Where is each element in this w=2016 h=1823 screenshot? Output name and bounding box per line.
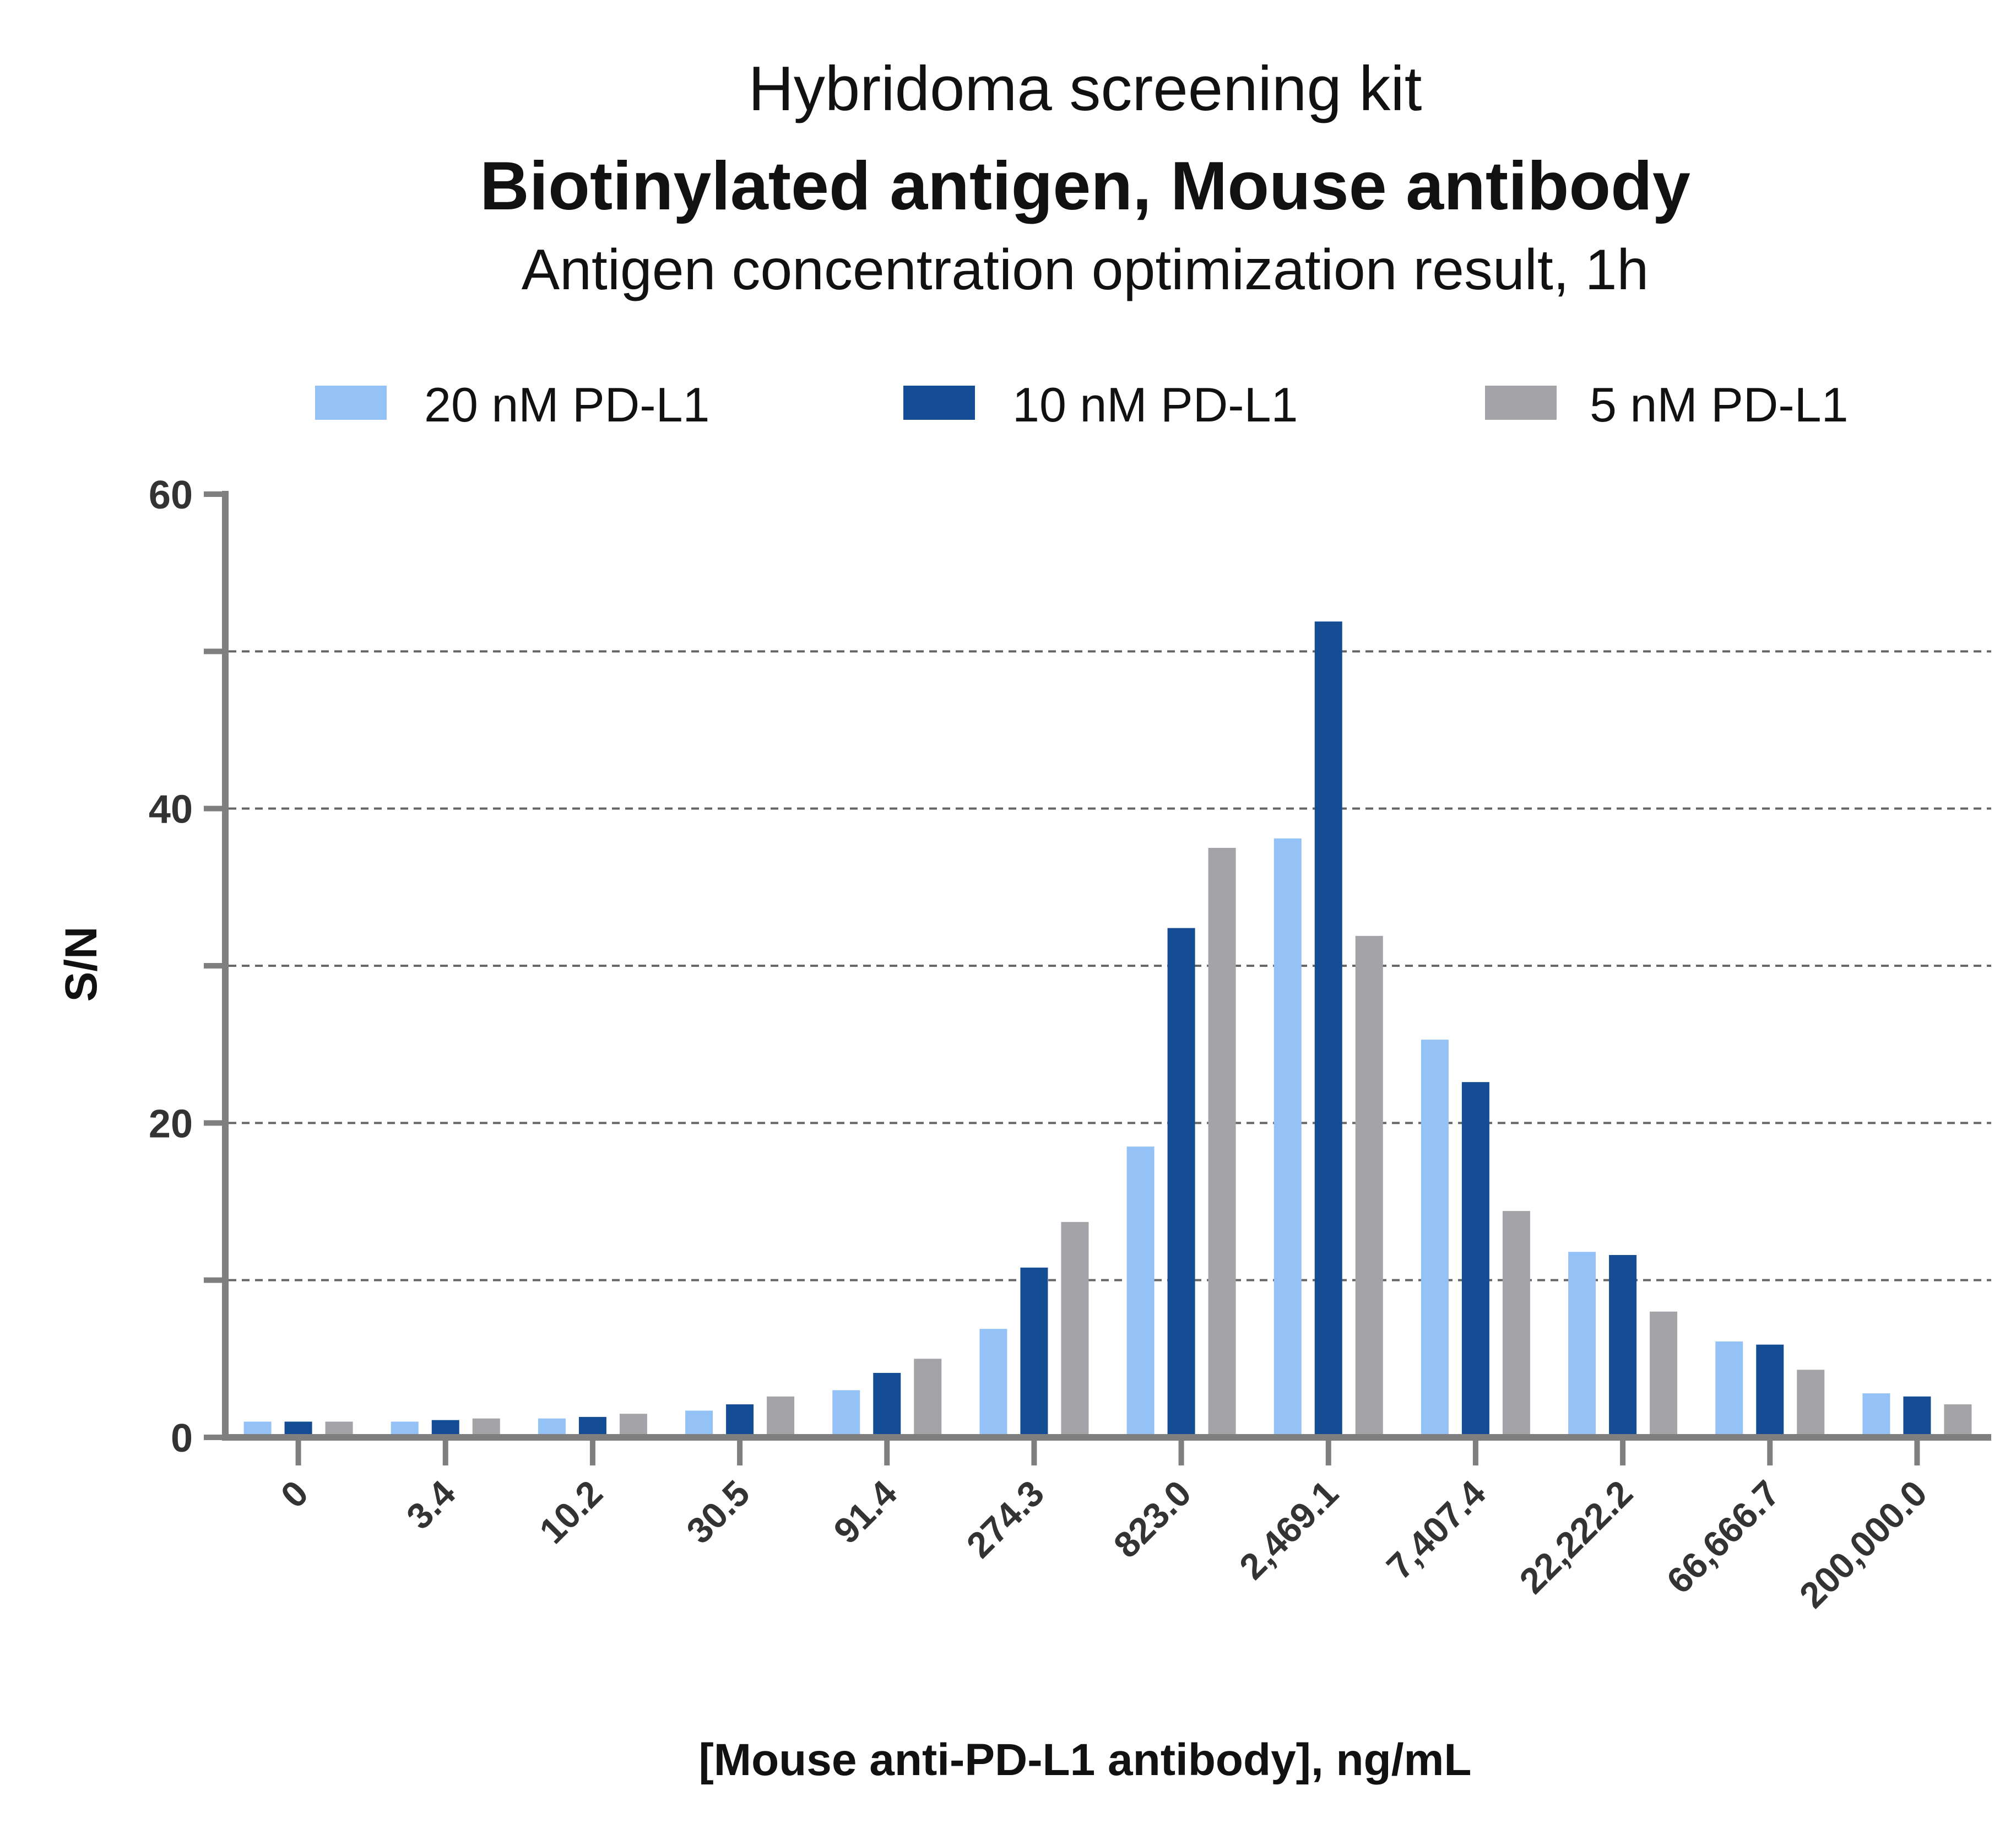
y-tick-label-20: 20 bbox=[149, 1102, 193, 1146]
bar-10nm-0 bbox=[284, 1421, 312, 1434]
x-tick-label-10-2: 10.2 bbox=[532, 1473, 610, 1551]
bar-20nm-7-407-4 bbox=[1421, 1040, 1449, 1434]
x-tick-label-274-3: 274.3 bbox=[958, 1473, 1052, 1566]
legend-label-5nm: 5 nM PD-L1 bbox=[1590, 377, 1849, 432]
chart-title: Hybridoma screening kit bbox=[749, 54, 1422, 124]
bar-5nm-200-000-0 bbox=[1944, 1404, 1972, 1434]
gridlines bbox=[229, 650, 1991, 1281]
bar-5nm-30-5 bbox=[767, 1396, 795, 1434]
bar-20nm-3-4 bbox=[391, 1421, 419, 1434]
bar-5nm-66-666-7 bbox=[1797, 1370, 1825, 1434]
x-tick-label-91-4: 91.4 bbox=[826, 1472, 904, 1551]
bar-20nm-10-2 bbox=[538, 1418, 566, 1434]
bar-10nm-91-4 bbox=[873, 1373, 901, 1434]
x-tick-label-30-5: 30.5 bbox=[679, 1473, 757, 1551]
legend-swatch-10nm bbox=[903, 386, 975, 420]
bar-5nm-823-0 bbox=[1208, 848, 1236, 1434]
x-axis-title: [Mouse anti-PD-L1 antibody], ng/mL bbox=[698, 1735, 1471, 1785]
bar-10nm-7-407-4 bbox=[1461, 1082, 1489, 1434]
y-tick-label-40: 40 bbox=[149, 788, 193, 832]
legend-label-20nm: 20 nM PD-L1 bbox=[424, 377, 709, 432]
bar-10nm-823-0 bbox=[1167, 928, 1195, 1434]
bar-10nm-10-2 bbox=[578, 1416, 606, 1434]
bar-5nm-7-407-4 bbox=[1502, 1211, 1530, 1434]
bar-10nm-200-000-0 bbox=[1903, 1396, 1931, 1434]
bar-20nm-91-4 bbox=[832, 1390, 860, 1434]
y-ticks: 0 20 40 60 bbox=[149, 473, 225, 1460]
x-tick-label-3-4: 3.4 bbox=[398, 1472, 463, 1537]
bar-10nm-274-3 bbox=[1020, 1267, 1048, 1434]
bar-5nm-0 bbox=[325, 1421, 353, 1434]
x-tick-label-2-469-1: 2,469.1 bbox=[1232, 1473, 1346, 1587]
bar-5nm-274-3 bbox=[1061, 1222, 1089, 1434]
bar-10nm-66-666-7 bbox=[1756, 1344, 1784, 1434]
x-ticks: 0 3.4 10.2 30.5 91.4 274.3 823.0 2,469.1 7,407.4… bbox=[273, 1437, 1934, 1616]
y-tick-label-0: 0 bbox=[171, 1416, 193, 1460]
x-tick-label-823-0: 823.0 bbox=[1105, 1473, 1199, 1566]
bar-20nm-2-469-1 bbox=[1273, 838, 1302, 1434]
bar-10nm-3-4 bbox=[431, 1420, 459, 1434]
bar-20nm-30-5 bbox=[685, 1410, 713, 1434]
bar-20nm-823-0 bbox=[1126, 1146, 1155, 1434]
bar-10nm-22-222-2 bbox=[1609, 1255, 1637, 1434]
bar-5nm-91-4 bbox=[914, 1359, 942, 1434]
chart-subtitle-2: Antigen concentration optimization resul… bbox=[522, 238, 1649, 302]
bar-10nm-30-5 bbox=[726, 1404, 754, 1434]
x-tick-label-22-222-2: 22,222.2 bbox=[1511, 1473, 1640, 1602]
y-axis-title: S/N bbox=[56, 927, 106, 1002]
bar-10nm-2-469-1 bbox=[1314, 621, 1342, 1434]
bar-20nm-200-000-0 bbox=[1862, 1393, 1890, 1434]
bar-5nm-2-469-1 bbox=[1355, 935, 1383, 1434]
x-tick-label-7-407-4: 7,407.4 bbox=[1379, 1472, 1493, 1587]
x-tick-label-0: 0 bbox=[273, 1473, 316, 1516]
bars bbox=[243, 621, 1972, 1434]
chart-subtitle: Biotinylated antigen, Mouse antibody bbox=[480, 148, 1690, 224]
y-tick-label-60: 60 bbox=[149, 473, 193, 517]
bar-20nm-66-666-7 bbox=[1715, 1341, 1743, 1434]
bar-20nm-22-222-2 bbox=[1568, 1252, 1596, 1434]
legend-swatch-20nm bbox=[315, 386, 387, 420]
legend-label-10nm: 10 nM PD-L1 bbox=[1012, 377, 1298, 432]
legend: 20 nM PD-L1 10 nM PD-L1 5 nM PD-L1 bbox=[315, 377, 1849, 432]
legend-swatch-5nm bbox=[1485, 386, 1557, 420]
bar-20nm-0 bbox=[243, 1421, 272, 1434]
bar-5nm-3-4 bbox=[472, 1418, 500, 1434]
bar-20nm-274-3 bbox=[979, 1329, 1007, 1434]
bar-5nm-10-2 bbox=[619, 1414, 647, 1434]
x-tick-label-66-666-7: 66,666.7 bbox=[1659, 1473, 1787, 1602]
x-tick-label-200-000-0: 200,000.0 bbox=[1791, 1473, 1934, 1616]
bar-5nm-22-222-2 bbox=[1650, 1311, 1678, 1434]
